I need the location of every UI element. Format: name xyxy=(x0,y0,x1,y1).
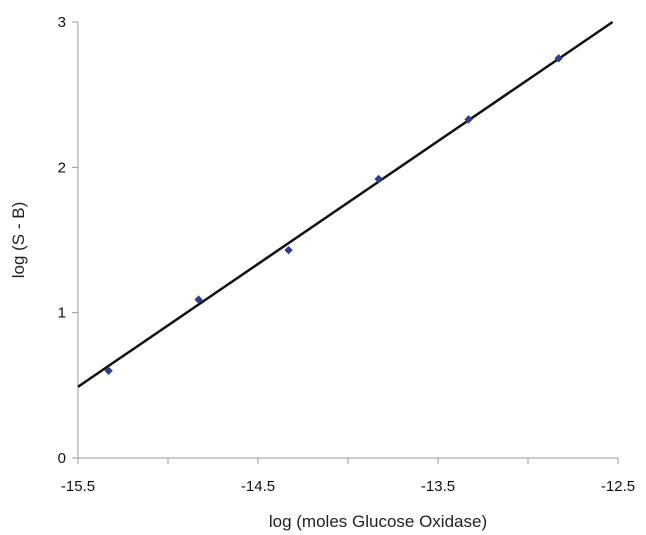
trendline xyxy=(77,20,614,388)
data-point-marker xyxy=(194,295,203,304)
x-tick-label: -13.5 xyxy=(421,478,455,495)
data-points xyxy=(104,54,563,375)
x-tick-label: -12.5 xyxy=(601,478,635,495)
y-axis-title: log (S - B) xyxy=(9,202,28,279)
y-tick-label: 2 xyxy=(58,159,66,176)
data-point-marker xyxy=(464,115,473,124)
data-point-marker xyxy=(284,245,293,255)
x-tick-label: -14.5 xyxy=(241,478,275,495)
x-tick-label: -15.5 xyxy=(61,478,95,495)
data-point-marker xyxy=(374,174,383,184)
axis-ticks xyxy=(72,21,619,464)
data-point-marker xyxy=(104,366,113,375)
y-tick-label: 3 xyxy=(58,14,66,31)
data-point-marker xyxy=(554,54,563,63)
y-tick-label: 0 xyxy=(58,450,66,467)
y-tick-label: 1 xyxy=(58,305,66,322)
tick-labels: -15.5 -14.5 -13.5 -12.5 0 1 2 3 xyxy=(58,14,635,495)
x-axis-title: log (moles Glucose Oxidase) xyxy=(269,512,487,531)
